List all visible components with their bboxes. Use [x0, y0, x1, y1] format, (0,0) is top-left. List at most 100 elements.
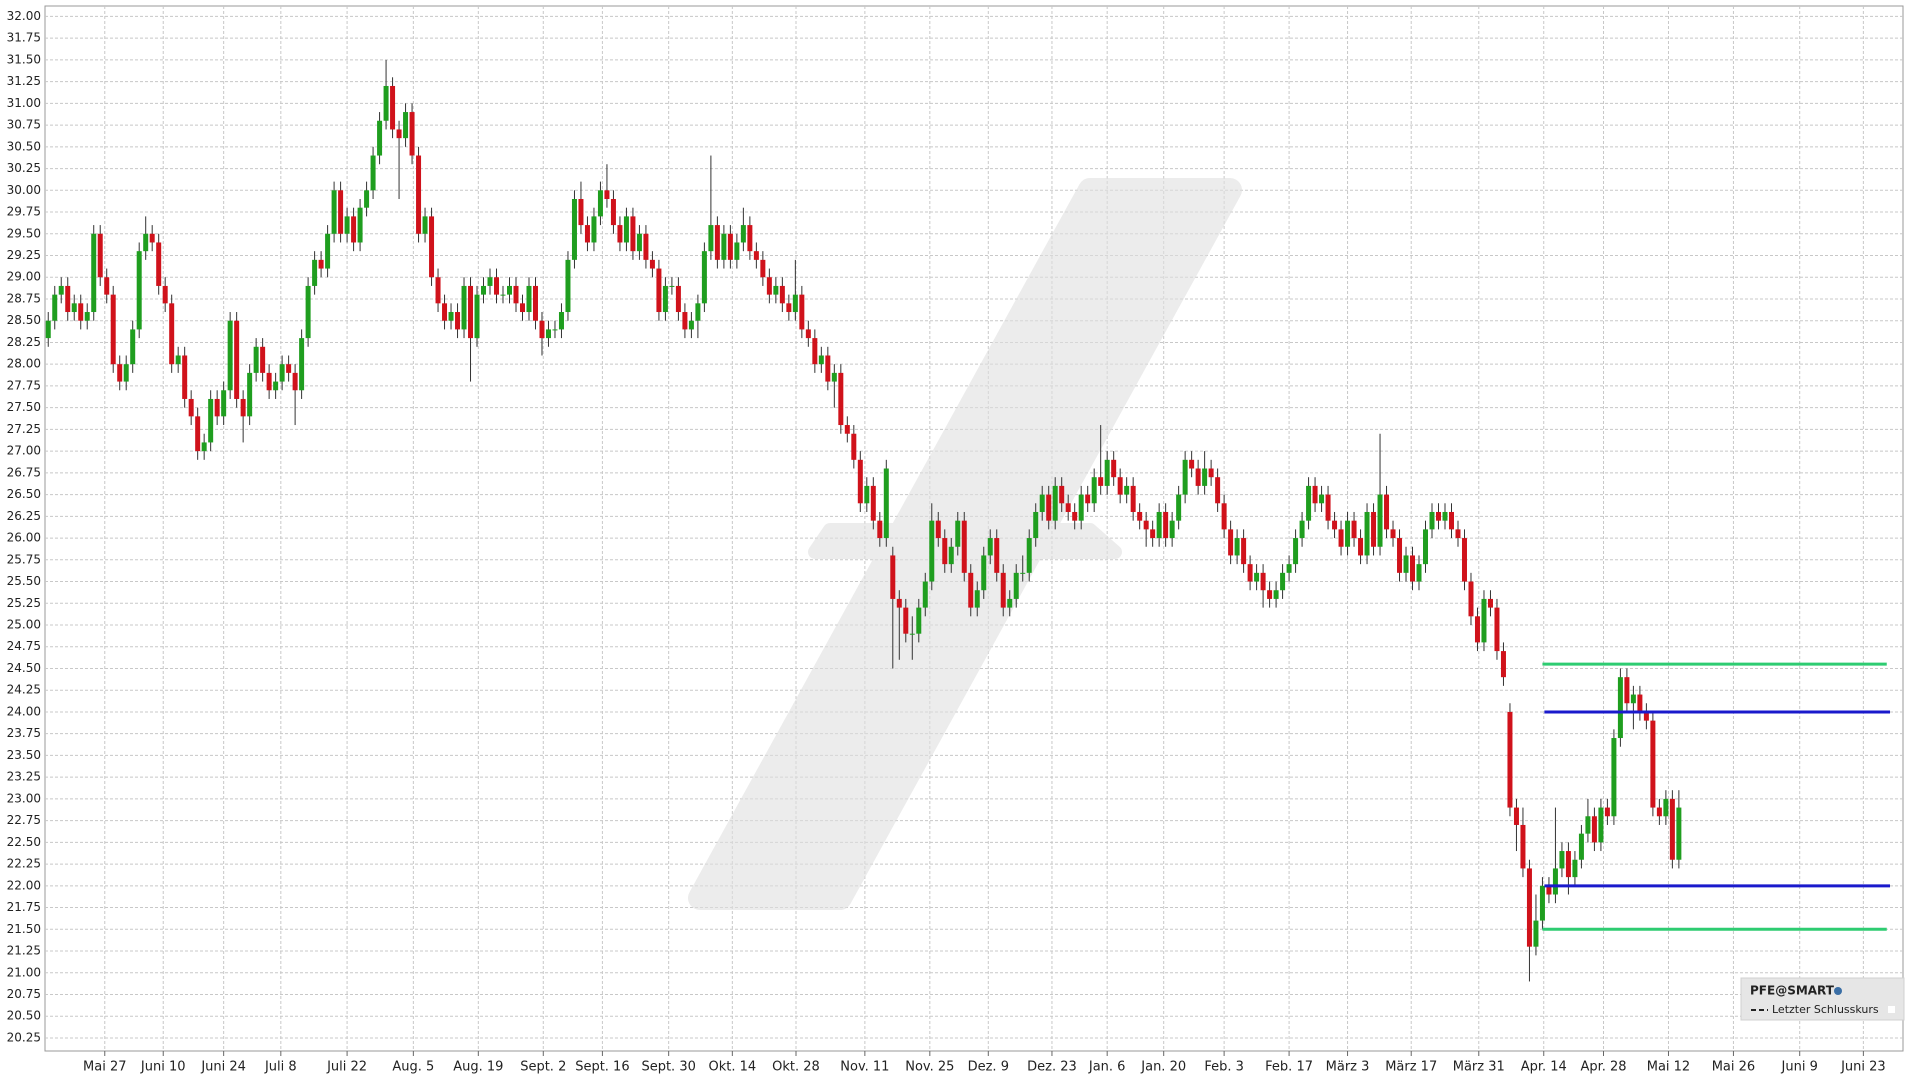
x-tick-label: Dez. 23 — [1027, 1060, 1077, 1075]
candle-body — [1669, 798, 1675, 860]
candle-body — [1390, 529, 1396, 539]
y-tick-label: 20.50 — [7, 1009, 41, 1023]
axes: 20.25 20.50 20.75 21.00 21.25 21.50 21.75 22.00… — [7, 9, 1886, 1075]
candle-body — [279, 364, 285, 382]
candle-body — [45, 320, 51, 339]
candle-body — [578, 199, 584, 226]
y-tick-label: 25.50 — [7, 574, 41, 588]
candle-body — [1286, 564, 1292, 573]
candle-body — [929, 520, 935, 582]
candle-body — [1656, 807, 1662, 817]
candle-body — [1215, 477, 1221, 504]
candle-body — [1234, 538, 1240, 556]
y-tick-label: 31.75 — [7, 31, 41, 45]
candle-body — [565, 259, 571, 313]
candle-body — [1202, 468, 1208, 486]
candle-body — [253, 346, 259, 373]
candle-body — [195, 416, 201, 452]
candle-body — [377, 120, 383, 156]
candle-body — [1293, 538, 1299, 565]
candle-body — [1585, 816, 1591, 834]
candle-body — [143, 233, 149, 252]
y-tick-label: 26.75 — [7, 465, 41, 479]
y-tick-label: 23.50 — [7, 748, 41, 762]
candle-body — [273, 381, 279, 391]
candle-body — [1241, 538, 1247, 565]
candle-body — [1085, 494, 1091, 504]
candle-body — [753, 251, 759, 260]
candle-body — [890, 555, 896, 599]
y-tick-label: 24.50 — [7, 661, 41, 675]
candle-body — [792, 294, 798, 313]
candle-body — [584, 225, 590, 243]
y-tick-label: 29.50 — [7, 226, 41, 240]
y-tick-label: 31.00 — [7, 96, 41, 110]
candle-body — [721, 233, 727, 260]
candle-body — [1124, 485, 1130, 495]
candle-body — [1098, 477, 1104, 486]
candle-body — [643, 233, 649, 260]
candle-body — [552, 329, 558, 331]
y-tick-label: 24.75 — [7, 639, 41, 653]
candle-body — [825, 355, 831, 382]
candle-body — [532, 285, 538, 321]
x-tick-label: März 3 — [1326, 1060, 1370, 1075]
candle-body — [357, 207, 363, 243]
y-tick-label: 22.25 — [7, 857, 41, 871]
x-tick-label: Mai 27 — [83, 1060, 126, 1075]
candle-body — [1539, 885, 1545, 921]
candle-body — [623, 216, 629, 243]
candle-body — [1130, 485, 1136, 512]
candle-body — [1195, 468, 1201, 486]
candle-body — [870, 485, 876, 521]
candle-body — [201, 442, 207, 452]
candle-body — [227, 320, 233, 391]
candle-body — [169, 303, 175, 365]
candle-body — [299, 338, 305, 391]
legend-box — [1740, 977, 1905, 1021]
candle-body — [916, 607, 922, 634]
x-tick-label: März 31 — [1453, 1060, 1505, 1075]
candle-body — [1403, 555, 1409, 573]
x-tick-label: Feb. 3 — [1204, 1060, 1244, 1075]
candle-body — [247, 372, 253, 417]
candle-body — [955, 520, 961, 547]
candle-body — [91, 233, 97, 313]
candle-body — [1338, 529, 1344, 547]
candle-body — [1072, 511, 1078, 521]
candle-body — [968, 572, 974, 608]
legend-entry: Letzter Schlusskurs — [1772, 1003, 1879, 1016]
y-tick-label: 22.75 — [7, 813, 41, 827]
candle-body — [416, 155, 422, 234]
candle-body — [1546, 885, 1552, 895]
y-tick-label: 25.00 — [7, 618, 41, 632]
legend-swatch — [1888, 1006, 1895, 1013]
candle-body — [1260, 572, 1266, 591]
x-tick-label: Jan. 20 — [1140, 1060, 1186, 1075]
candle-body — [65, 285, 71, 313]
x-tick-label: Mai 12 — [1647, 1060, 1690, 1075]
y-tick-label: 21.75 — [7, 900, 41, 914]
candle-body — [507, 285, 512, 295]
candle-body — [1312, 485, 1318, 504]
candle-body — [130, 329, 136, 365]
candle-body — [474, 294, 480, 339]
candle-body — [435, 277, 441, 304]
candle-body — [610, 199, 616, 226]
candle-body — [513, 285, 519, 304]
candle-body — [1637, 694, 1643, 712]
candle-body — [1461, 538, 1467, 582]
x-tick-label: Sept. 30 — [641, 1060, 695, 1075]
candle-body — [390, 85, 396, 130]
y-tick-label: 22.00 — [7, 878, 41, 892]
x-tick-label: Aug. 5 — [392, 1060, 434, 1075]
candle-body — [1481, 598, 1487, 643]
candle-body — [214, 398, 220, 417]
candle-body — [617, 225, 623, 243]
candle-body — [383, 85, 389, 121]
candle-body — [468, 285, 474, 339]
candle-body — [1474, 616, 1480, 643]
candle-body — [1533, 920, 1539, 947]
candle-body — [1364, 511, 1370, 556]
y-tick-label: 20.75 — [7, 987, 41, 1001]
